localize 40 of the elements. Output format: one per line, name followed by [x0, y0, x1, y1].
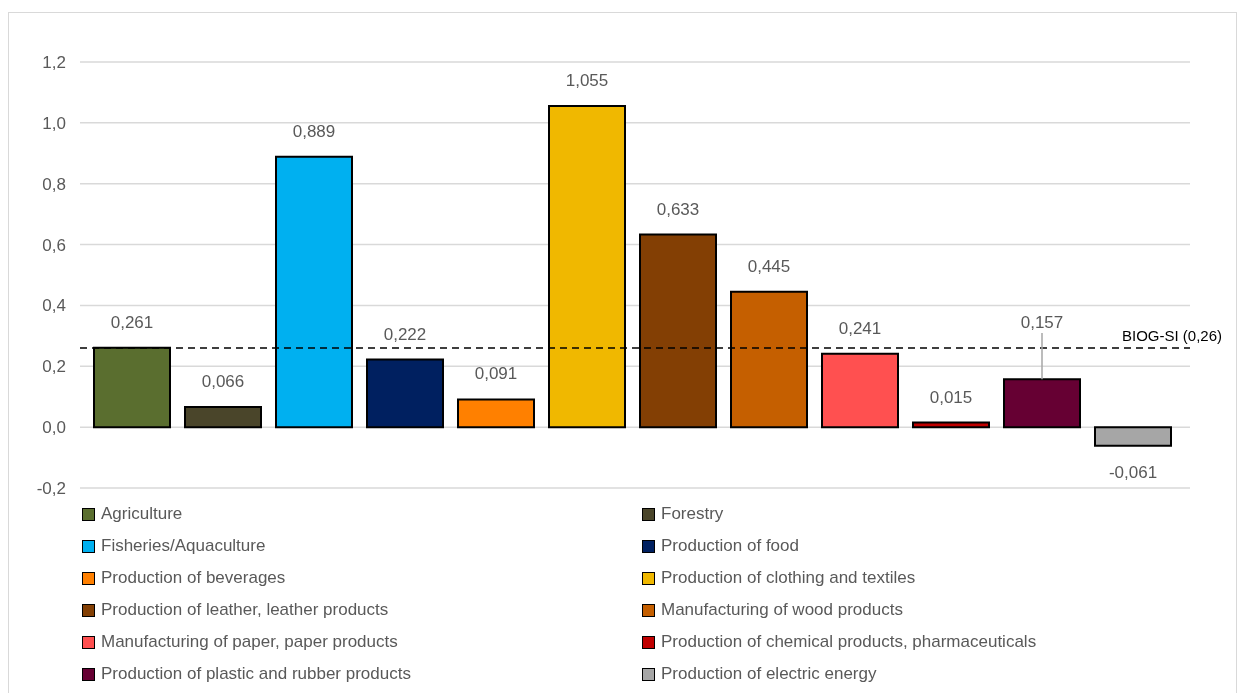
legend-label: Production of electric energy	[661, 664, 877, 684]
legend-label: Fisheries/Aquaculture	[101, 536, 266, 556]
bar	[821, 352, 899, 429]
data-label: 0,222	[383, 324, 427, 344]
data-label: 0,066	[201, 371, 245, 391]
data-label: 0,091	[474, 363, 518, 383]
y-tick-label: 0,2	[42, 357, 66, 377]
legend-label: Production of chemical products, pharmaceuticals	[661, 632, 1037, 652]
data-label: -0,061	[1108, 462, 1158, 482]
data-label: 0,157	[1020, 312, 1064, 332]
legend-label: Manufacturing of paper, paper products	[101, 632, 398, 652]
bar	[457, 398, 535, 429]
data-label: 0,241	[838, 318, 882, 338]
y-tick-label: 1,0	[42, 113, 66, 133]
legend-label: Agriculture	[101, 504, 183, 524]
data-label: 0,633	[656, 199, 700, 219]
ref-line-label: BIOG-SI (0,26)	[1121, 327, 1222, 345]
bar	[1094, 426, 1172, 447]
y-tick-label: 0,8	[42, 174, 66, 194]
data-label: 0,261	[110, 312, 154, 332]
bar	[912, 421, 990, 429]
y-tick-label: 0,0	[42, 418, 66, 438]
y-tick-label: 0,6	[42, 235, 66, 255]
y-tick-label: -0,2	[36, 479, 66, 499]
y-tick-label: 1,2	[42, 53, 66, 73]
data-label: 0,889	[292, 121, 336, 141]
y-tick-label: 0,4	[42, 296, 66, 316]
data-label: 0,445	[747, 256, 791, 276]
bar	[184, 406, 262, 429]
legend-label: Production of leather, leather products	[101, 600, 389, 620]
legend-label: Production of beverages	[101, 568, 286, 588]
legend-label: Forestry	[661, 504, 724, 524]
legend-label: Production of plastic and rubber products	[101, 664, 411, 684]
bar	[1003, 378, 1081, 429]
legend-label: Manufacturing of wood products	[661, 600, 903, 620]
legend-label: Production of clothing and textiles	[661, 568, 916, 588]
bar	[366, 358, 444, 429]
data-label: 1,055	[565, 70, 609, 90]
legend-label: Production of food	[661, 536, 799, 556]
data-label: 0,015	[929, 387, 973, 407]
